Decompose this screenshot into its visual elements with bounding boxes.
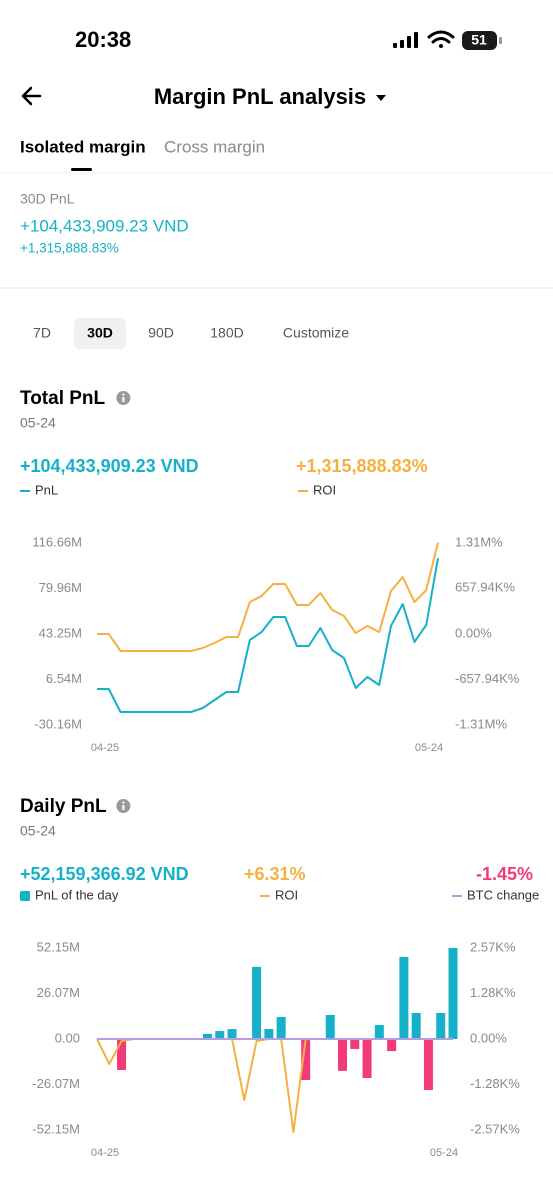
bar [448,947,458,1039]
current-value: +6.31% [244,864,306,884]
battery-icon [462,31,497,50]
bar [227,1029,237,1039]
y2-tick-label: 0.00% [470,1030,507,1045]
y2-tick-label: 2.57K% [470,939,516,954]
y2-tick-label: -1.31M% [455,716,507,731]
y-tick-label: 43.25M [39,625,82,640]
bar [436,1013,446,1039]
bar [338,1039,348,1071]
legend-label: ROI [313,482,336,497]
current-value: +1,315,888.83% [296,456,428,476]
info-icon-mark [122,805,125,810]
y-tick-label: 26.07M [37,985,80,1000]
y2-tick-label: 657.94K% [455,580,515,595]
bar [276,1017,286,1039]
y-tick-label: 79.96M [39,580,82,595]
current-value: +52,159,366.92 VND [20,864,189,884]
bar [301,1039,311,1081]
legend-swatch [20,891,30,901]
current-value: +104,433,909.23 VND [20,456,199,476]
bar [215,1030,225,1039]
legend-label: ROI [275,887,298,902]
info-icon-dot [122,801,125,804]
series-line [97,542,439,652]
summary-roi: +1,315,888.83% [20,241,119,256]
signal-icon [393,32,418,48]
y-tick-label: 0.00 [55,1030,80,1045]
wifi-icon [427,30,455,48]
y2-tick-label: 1.31M% [455,534,503,549]
y-tick-label: -26.07M [32,1076,80,1091]
summary-pnl: +104,433,909.23 VND [20,216,189,235]
period-selected-bg [74,318,126,349]
bar [362,1039,372,1078]
bar [264,1029,274,1039]
series-line [97,557,439,713]
current-value: -1.45% [476,864,533,884]
legend-label: PnL [35,482,58,497]
battery-level: 51 [471,32,487,48]
legend-label: BTC change [467,887,539,902]
status-time: 20:38 [75,27,131,52]
tab-underline [71,168,92,171]
bar [350,1039,360,1049]
bar [202,1033,212,1039]
period-button[interactable]: 180D [210,325,243,341]
info-icon-dot [122,393,125,396]
period-button[interactable]: 90D [148,325,174,341]
period-button[interactable]: 7D [33,325,51,341]
bar [374,1025,384,1039]
page-title[interactable]: Margin PnL analysis [154,84,366,109]
series-line [96,1037,454,1133]
y2-tick-label: -2.57K% [470,1121,520,1136]
section-date: 05-24 [20,415,56,431]
y-tick-label: -30.16M [34,716,82,731]
x-tick-label: 04-25 [91,742,119,754]
y-tick-label: 52.15M [37,939,80,954]
tab-active[interactable]: Isolated margin [20,137,146,156]
y-tick-label: -52.15M [32,1121,80,1136]
x-tick-label: 05-24 [415,742,443,754]
info-icon-mark [122,397,125,402]
tab[interactable]: Cross margin [164,137,265,156]
bar [387,1039,397,1052]
y2-tick-label: -1.28K% [470,1076,520,1091]
y2-tick-label: 0.00% [455,625,492,640]
legend-label: PnL of the day [35,887,119,902]
y2-tick-label: 1.28K% [470,985,516,1000]
bar [325,1015,335,1039]
battery-tip [499,37,502,44]
section-date: 05-24 [20,823,56,839]
period-button[interactable]: Customize [283,325,349,341]
bar [252,966,262,1039]
y-tick-label: 6.54M [46,671,82,686]
x-tick-label: 05-24 [430,1147,458,1159]
title-dropdown[interactable] [376,95,386,101]
period-button[interactable]: 30D [87,325,113,341]
y-tick-label: 116.66M [32,534,82,549]
section-title: Daily PnL [20,796,107,817]
bar [411,1013,421,1039]
x-tick-label: 04-25 [91,1147,119,1159]
back-button[interactable] [21,86,42,106]
bar [423,1039,433,1090]
section-title: Total PnL [20,388,106,409]
bar [117,1039,127,1071]
bar [399,956,409,1039]
y2-tick-label: -657.94K% [455,671,520,686]
summary-label: 30D PnL [20,191,75,207]
